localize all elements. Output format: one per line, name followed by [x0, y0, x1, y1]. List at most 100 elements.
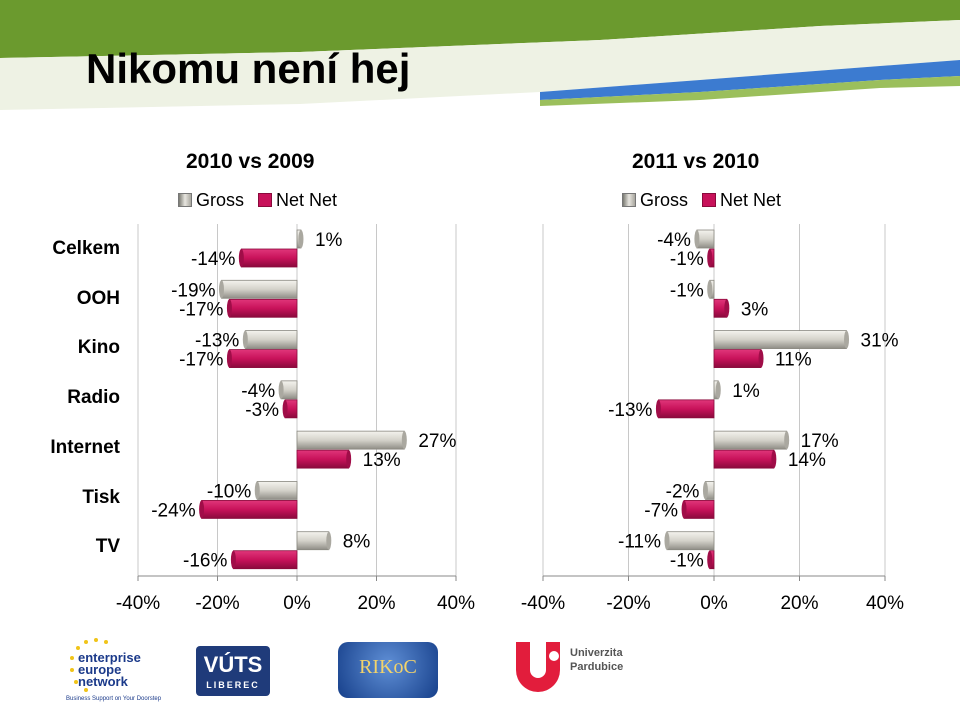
bar-cap	[218, 280, 224, 299]
legend-item-gross: Gross	[178, 190, 244, 211]
bar-cap	[681, 500, 687, 519]
data-label: -17%	[179, 299, 223, 320]
bar-cap	[242, 330, 248, 349]
bar-cap	[226, 349, 232, 368]
bar-gross	[713, 330, 847, 349]
bar-net	[229, 349, 298, 368]
bar-net	[229, 298, 298, 318]
chart-title-2010: 2010 vs 2009	[186, 150, 315, 173]
legend-item-gross: Gross	[622, 190, 688, 211]
data-label: -13%	[195, 331, 239, 352]
data-label: -1%	[670, 249, 704, 270]
data-label: -10%	[207, 481, 251, 502]
bar-gross	[296, 430, 405, 450]
data-label: -19%	[171, 280, 215, 301]
data-label: -1%	[670, 280, 704, 301]
header-banner	[0, 0, 960, 110]
een-line3: network	[78, 674, 128, 689]
data-label: -16%	[183, 551, 227, 572]
bar-net	[232, 550, 298, 570]
bar-cap	[326, 531, 332, 550]
bar-gross	[696, 229, 715, 249]
bar-cap	[771, 450, 777, 469]
x-tick-label: -40%	[521, 593, 565, 614]
een-slogan: Business Support on Your Doorstep	[66, 696, 162, 702]
category-label: Radio	[67, 387, 120, 409]
bar-cap	[724, 299, 730, 318]
bar-cap	[282, 399, 288, 418]
bar-cap	[758, 349, 764, 368]
x-tick-label: 40%	[866, 593, 904, 614]
bar-net	[713, 349, 762, 368]
bar-cap	[254, 481, 260, 500]
enterprise-europe-network-logo: enterprise europe network Business Suppo…	[64, 634, 161, 702]
data-label: 1%	[315, 230, 343, 251]
x-tick-label: -20%	[195, 593, 239, 614]
bar-gross	[666, 531, 715, 551]
bar-cap	[655, 399, 661, 418]
bar-net	[296, 449, 350, 469]
bar-cap	[707, 249, 713, 267]
bar-cap	[784, 431, 790, 450]
bar-cap	[298, 230, 304, 248]
data-label: -3%	[245, 400, 279, 421]
bar-cap	[702, 481, 708, 500]
vuts-city: LIBEREC	[206, 680, 260, 690]
bar-net	[240, 248, 298, 268]
data-label: 8%	[343, 532, 371, 553]
bar-gross	[256, 481, 298, 500]
legend-2011: Gross Net Net	[622, 188, 789, 212]
x-tick-label: 20%	[780, 593, 818, 614]
bar-cap	[226, 299, 232, 318]
data-label: -11%	[618, 532, 661, 553]
bar-net	[683, 500, 715, 519]
bar-cap	[844, 330, 850, 349]
legend-label-net: Net Net	[720, 189, 782, 210]
data-label: 31%	[861, 331, 899, 352]
bar-cap	[694, 230, 700, 248]
data-label: 11%	[775, 350, 812, 371]
x-tick-label: 20%	[357, 593, 395, 614]
category-label: Tisk	[82, 486, 120, 508]
x-tick-label: 0%	[283, 593, 311, 614]
data-label: -7%	[644, 500, 678, 521]
data-label: -4%	[657, 230, 691, 251]
bar-gross	[713, 430, 788, 450]
category-label: Internet	[50, 436, 120, 458]
bar-cap	[346, 450, 352, 469]
univerzita-pardubice-logo: Univerzita Pardubice	[510, 634, 640, 700]
legend-label-net: Net Net	[276, 189, 338, 210]
data-label: -1%	[670, 551, 704, 572]
legend-label-gross: Gross	[640, 189, 689, 210]
data-label: 13%	[363, 450, 401, 471]
data-label: -2%	[666, 481, 700, 502]
legend-swatch-net	[258, 193, 273, 207]
een-line1: enterprise	[78, 650, 141, 665]
bar-cap	[664, 531, 670, 550]
category-label: OOH	[76, 287, 120, 309]
data-label: 17%	[801, 431, 839, 452]
data-label: 14%	[788, 450, 826, 471]
data-label: 1%	[732, 381, 760, 402]
partner-logos: enterprise europe network Business Suppo…	[0, 628, 960, 704]
data-label: 27%	[418, 431, 456, 452]
bar-gross	[221, 279, 298, 299]
bar-net	[713, 449, 775, 469]
legend-label-gross: Gross	[196, 189, 245, 210]
legend-swatch-gross	[622, 193, 636, 207]
een-line2: europe	[78, 662, 122, 677]
chart-title-2011: 2011 vs 2010	[632, 150, 760, 173]
bar-cap	[401, 431, 407, 450]
x-tick-label: 40%	[437, 593, 475, 614]
legend-item-net: Net Net	[702, 190, 781, 211]
data-label: -14%	[191, 249, 235, 270]
category-label: Celkem	[52, 238, 120, 259]
upce-line2: Pardubice	[570, 661, 624, 673]
bar-net	[201, 500, 298, 519]
category-label: Kino	[77, 337, 120, 359]
bar-cap	[238, 249, 244, 267]
data-label: 3%	[741, 299, 769, 320]
upce-line1: Univerzita	[570, 647, 623, 659]
legend-2010: Gross Net Net	[178, 188, 345, 212]
